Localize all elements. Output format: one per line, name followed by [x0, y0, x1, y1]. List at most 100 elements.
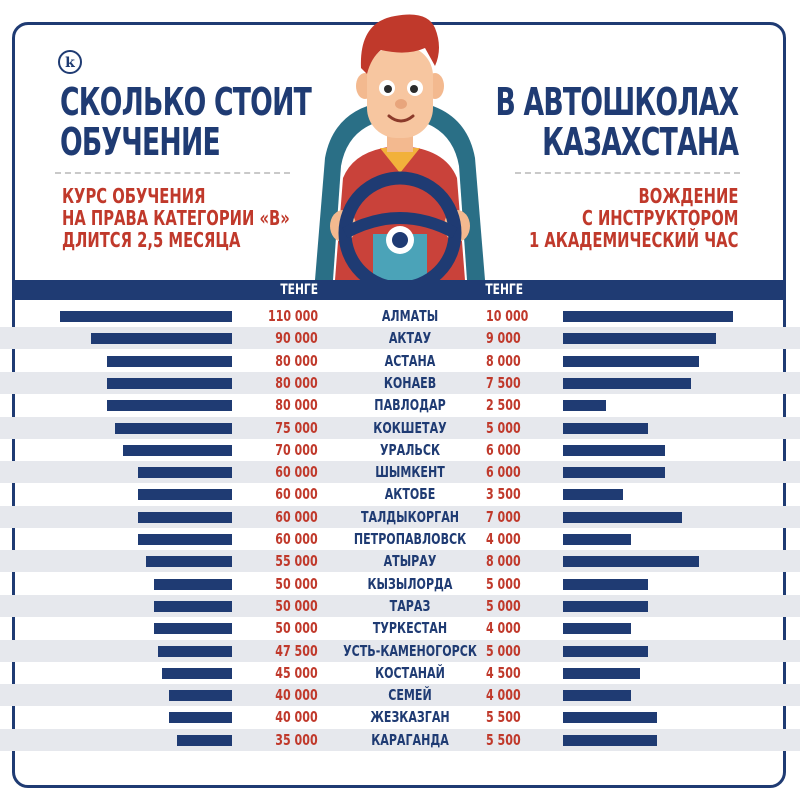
driving-cost-bar [563, 712, 657, 724]
subtitle-left-line3: ДЛИТСЯ 2,5 МЕСЯЦА [62, 228, 241, 252]
divider-right [515, 172, 740, 174]
course-cost-label: 60 000 [275, 485, 318, 504]
driving-cost-bar [563, 422, 648, 434]
city-label: КЫЗЫЛОРДА [367, 574, 453, 593]
logo-icon: k [58, 50, 82, 74]
table-row: 75 000 КОКШЕТАУ 5 000 [0, 416, 800, 439]
course-cost-label: 50 000 [275, 574, 318, 593]
driving-cost-label: 6 000 [486, 463, 521, 482]
course-cost-label: 80 000 [275, 373, 318, 392]
driver-face [367, 46, 433, 138]
shirt-collar [380, 148, 420, 173]
driving-cost-label: 5 500 [486, 730, 521, 749]
driving-cost-bar [563, 690, 631, 702]
course-cost-label: 50 000 [275, 596, 318, 615]
course-cost-label: 60 000 [275, 463, 318, 482]
course-cost-bar [106, 377, 232, 389]
driving-cost-bar [563, 444, 665, 456]
course-cost-bar [153, 600, 232, 612]
course-cost-bar [153, 623, 232, 635]
driving-cost-label: 8 000 [486, 552, 521, 571]
driving-cost-label: 7 000 [486, 507, 521, 526]
driving-cost-bar [563, 600, 648, 612]
course-cost-label: 55 000 [275, 552, 318, 571]
table-row: 70 000 УРАЛЬСК 6 000 [0, 439, 800, 461]
title-right-line2: КАЗАХСТАНА [541, 120, 739, 164]
subtitle-right-line1: ВОЖДЕНИЕ [638, 184, 738, 208]
driving-cost-bar [563, 377, 691, 389]
driving-cost-bar [563, 645, 648, 657]
course-cost-bar [153, 578, 232, 590]
course-cost-label: 90 000 [275, 329, 318, 348]
course-cost-label: 35 000 [275, 730, 318, 749]
table-row: 80 000 КОНАЕВ 7 500 [0, 371, 800, 394]
subtitle-left-line1: КУРС ОБУЧЕНИЯ [62, 184, 206, 208]
steering-wheel-spoke [342, 212, 458, 239]
city-label: АТЫРАУ [383, 552, 437, 571]
driving-cost-label: 7 500 [486, 373, 521, 392]
city-label: СЕМЕЙ [388, 686, 432, 705]
driving-cost-label: 5 000 [486, 596, 521, 615]
table-row: 50 000 КЫЗЫЛОРДА 5 000 [0, 573, 800, 595]
divider-left [55, 172, 290, 174]
city-label: ШЫМКЕНТ [375, 463, 445, 482]
city-label: ТУРКЕСТАН [372, 619, 448, 638]
course-cost-label: 60 000 [275, 507, 318, 526]
city-label: АСТАНА [384, 351, 436, 370]
course-cost-bar [106, 400, 232, 412]
driving-cost-bar [563, 578, 648, 590]
subtitle-left-line2: НА ПРАВА КАТЕГОРИИ «В» [62, 206, 290, 230]
driving-cost-bar [563, 467, 665, 479]
driver-illustration [315, 14, 485, 280]
city-label: ТАЛДЫКОРГАН [360, 507, 460, 526]
driving-cost-bar [563, 489, 623, 501]
driving-cost-bar [563, 511, 682, 523]
column-header-left: ТЕНГЕ [280, 282, 319, 298]
city-label: ЖЕЗКАЗГАН [370, 708, 450, 727]
course-cost-bar [106, 355, 232, 367]
course-cost-bar [91, 333, 232, 345]
course-cost-label: 80 000 [275, 351, 318, 370]
column-header-right: ТЕНГЕ [485, 282, 524, 298]
course-cost-label: 75 000 [275, 418, 318, 437]
driver-hair [360, 14, 439, 74]
title-left-line2: ОБУЧЕНИЕ [60, 120, 221, 164]
driving-cost-label: 5 000 [486, 641, 521, 660]
driving-cost-label: 5 000 [486, 418, 521, 437]
driving-cost-label: 3 500 [486, 485, 521, 504]
table-row: 35 000 КАРАГАНДА 5 500 [0, 728, 800, 751]
course-cost-label: 40 000 [275, 708, 318, 727]
column-header-bar: ТЕНГЕ ТЕНГЕ [15, 280, 783, 300]
driving-cost-label: 4 000 [486, 686, 521, 705]
driving-cost-label: 4 000 [486, 530, 521, 548]
course-cost-bar [138, 489, 232, 501]
table-row: 80 000 ПАВЛОДАР 2 500 [0, 394, 800, 416]
driver-smile [387, 114, 415, 123]
subtitle-left: КУРС ОБУЧЕНИЯ НА ПРАВА КАТЕГОРИИ «В» ДЛИ… [62, 185, 290, 251]
driving-cost-label: 6 000 [486, 440, 521, 459]
driving-cost-bar [563, 556, 699, 568]
driving-cost-label: 10 000 [486, 307, 529, 325]
course-cost-bar [138, 534, 232, 545]
city-label: АКТОБЕ [384, 485, 436, 504]
table-row: 90 000 АКТАУ 9 000 [0, 327, 800, 350]
steering-hub-center [392, 232, 408, 248]
driving-cost-label: 4 500 [486, 663, 521, 682]
city-label: КОКШЕТАУ [373, 418, 447, 437]
course-cost-bar [146, 556, 232, 568]
driving-cost-bar [563, 623, 631, 635]
course-cost-label: 50 000 [275, 619, 318, 638]
driving-cost-label: 8 000 [486, 351, 521, 370]
pupil-left [384, 85, 392, 93]
city-label: ПАВЛОДАР [374, 396, 446, 415]
driving-cost-bar [563, 734, 657, 746]
course-cost-bar [169, 690, 232, 702]
course-cost-label: 70 000 [275, 440, 318, 459]
table-row: 110 000 АЛМАТЫ 10 000 [0, 305, 800, 327]
course-cost-label: 47 500 [275, 641, 318, 660]
course-cost-label: 45 000 [275, 663, 318, 682]
course-cost-label: 110 000 [267, 307, 318, 325]
driving-cost-label: 5 500 [486, 708, 521, 727]
table-row: 47 500 УСТЬ-КАМЕНОГОРСК 5 000 [0, 639, 800, 662]
